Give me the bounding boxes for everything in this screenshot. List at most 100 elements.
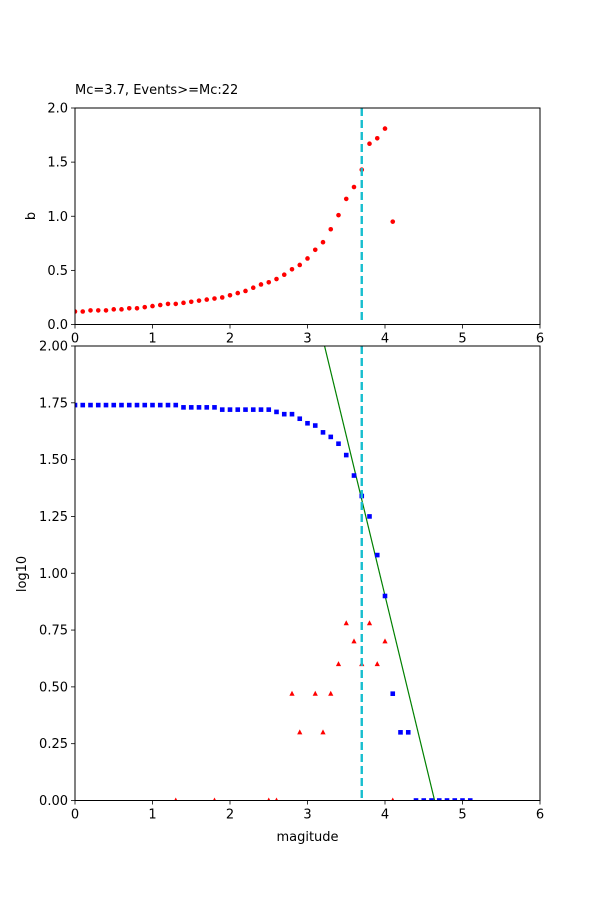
top-x-tick-label: 6 — [536, 332, 544, 347]
noncumulative-count-point — [343, 620, 349, 626]
b-value-point — [281, 272, 287, 278]
cumulative-count-point — [134, 402, 140, 408]
b-value-point — [235, 290, 241, 296]
top-x-tick-label: 3 — [303, 332, 311, 347]
b-value-point — [111, 307, 117, 312]
b-value-point — [75, 309, 78, 314]
b-value-point — [119, 307, 124, 312]
b-value-point — [157, 302, 163, 308]
bottom-y-tick-label: 0.00 — [39, 794, 68, 809]
bottom-y-tick-label: 1.75 — [39, 396, 68, 411]
cumulative-count-point — [80, 402, 86, 408]
top-x-tick-label: 5 — [458, 332, 466, 347]
b-value-panel: Mc=3.7, Events>=Mc:22 0 1 2 3 4 5 6 0.0 0.5 1.0 1.… — [24, 83, 544, 347]
b-value-point — [196, 298, 202, 303]
b-value-point — [134, 305, 140, 311]
bottom-plot-area — [75, 346, 473, 801]
fit-line — [323, 346, 436, 801]
bottom-x-tick-label: 1 — [148, 808, 156, 823]
cumulative-count-point — [243, 407, 248, 412]
cumulative-count-point — [467, 798, 473, 801]
bottom-plot-frame — [74, 345, 541, 801]
b-value-point — [95, 308, 101, 313]
cumulative-count-point — [173, 402, 179, 408]
cumulative-count-point — [165, 402, 171, 408]
b-value-point — [219, 295, 225, 300]
top-plot-frame — [74, 107, 541, 325]
cumulative-count-point — [103, 402, 109, 408]
cumulative-count-point — [150, 402, 155, 408]
noncumulative-count-point — [328, 690, 334, 696]
cumulative-count-point — [212, 405, 217, 410]
noncumulative-count-point — [212, 797, 217, 801]
b-value-point — [243, 288, 248, 294]
cumulative-count-point — [119, 402, 124, 408]
noncumulative-count-point — [267, 797, 271, 801]
cumulative-count-point — [250, 407, 256, 412]
b-value-point — [150, 303, 155, 309]
b-value-point — [165, 301, 171, 307]
top-chart-title: Mc=3.7, Events>=Mc:22 — [75, 83, 238, 98]
cumulative-count-point — [111, 402, 117, 408]
cumulative-count-point — [436, 798, 442, 801]
b-value-point — [343, 196, 349, 202]
noncumulative-count-point — [320, 729, 326, 735]
b-value-point — [250, 285, 256, 290]
b-value-point — [312, 247, 318, 253]
cumulative-count-point — [398, 730, 403, 735]
cumulative-count-point — [421, 798, 427, 801]
noncumulative-count-point — [374, 661, 380, 667]
cumulative-count-point — [95, 402, 101, 408]
noncumulative-count-point — [382, 638, 388, 644]
bottom-x-tick-label: 2 — [226, 808, 234, 823]
b-value-point — [289, 266, 295, 272]
cumulative-count-point — [312, 423, 318, 428]
bottom-x-tick-label: 4 — [381, 808, 389, 823]
top-y-tick-label: 0.5 — [47, 264, 68, 279]
cumulative-count-point — [227, 407, 233, 412]
b-value-point — [297, 262, 303, 268]
cumulative-count-point — [367, 514, 372, 519]
bottom-y-tick-label: 0.75 — [39, 624, 68, 639]
cumulative-count-point — [88, 402, 93, 408]
b-value-point — [212, 296, 217, 301]
cumulative-count-point — [196, 405, 202, 410]
b-value-point — [382, 126, 388, 131]
top-x-tick-label: 1 — [148, 332, 156, 347]
noncumulative-count-point — [335, 661, 342, 667]
bottom-x-tick-label: 3 — [303, 808, 311, 823]
cumulative-count-point — [320, 430, 326, 435]
bottom-x-axis-label: magitude — [276, 830, 338, 845]
b-value-point — [320, 239, 326, 245]
cumulative-count-point — [281, 411, 287, 417]
cumulative-count-point — [188, 405, 194, 410]
cumulative-count-point — [374, 552, 380, 558]
noncumulative-count-point — [391, 797, 395, 801]
noncumulative-count-point — [366, 620, 373, 626]
b-value-point — [181, 300, 186, 306]
bottom-y-tick-label: 2.00 — [39, 340, 68, 355]
b-value-point — [188, 299, 194, 305]
noncumulative-count-point — [274, 797, 279, 801]
cumulative-count-point — [382, 593, 388, 599]
top-y-tick-label: 0.0 — [47, 318, 68, 333]
cumulative-count-point — [297, 416, 303, 422]
cumulative-count-point — [75, 402, 78, 408]
cumulative-count-point — [157, 402, 163, 408]
cumulative-count-point — [452, 798, 458, 801]
cumulative-count-point — [413, 798, 419, 801]
noncumulative-count-point — [174, 797, 178, 801]
b-value-point — [103, 308, 109, 313]
cumulative-count-point — [336, 441, 341, 447]
b-value-point — [390, 219, 396, 224]
cumulative-count-point — [328, 434, 334, 440]
b-value-point — [80, 309, 86, 314]
noncumulative-count-point — [289, 690, 295, 696]
cumulative-count-point — [181, 405, 186, 410]
cumulative-count-point — [142, 402, 148, 408]
noncumulative-count-point — [297, 729, 303, 735]
b-value-point — [142, 304, 148, 310]
cumulative-count-point — [258, 407, 264, 412]
b-value-point — [374, 136, 380, 141]
